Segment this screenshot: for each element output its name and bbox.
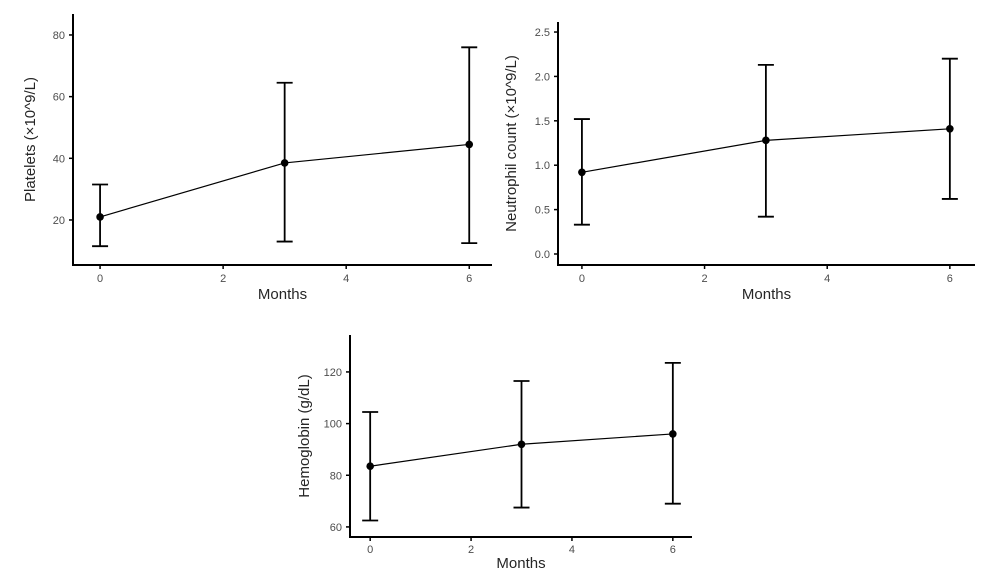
y-tick-label: 20: [53, 215, 65, 227]
y-tick-label: 2.0: [535, 71, 550, 83]
data-point: [946, 125, 954, 133]
neutrophil-y-axis-title: Neutrophil count (×10^9/L): [503, 55, 520, 232]
y-tick-label: 40: [53, 153, 65, 165]
data-point: [280, 159, 289, 167]
data-point: [366, 462, 374, 471]
y-tick-label: 2.5: [535, 27, 550, 39]
x-tick-label: 6: [466, 273, 472, 285]
data-point: [96, 213, 104, 221]
data-point: [517, 440, 526, 449]
hemoglobin-chart-panel: 60 80 100 120 0 2 4 6 Hemoglobin (g/dL) Months: [280, 300, 730, 582]
data-point: [762, 136, 770, 145]
x-tick-label: 0: [97, 273, 103, 285]
neutrophil-x-axis-title: Months: [742, 286, 791, 300]
data-point: [578, 168, 586, 177]
platelets-x-axis-title: Months: [258, 286, 307, 300]
y-tick-label: 60: [53, 92, 65, 104]
x-tick-label: 4: [569, 544, 575, 556]
y-tick-label: 1.5: [535, 116, 550, 128]
y-tick-label: 60: [330, 522, 342, 534]
x-tick-label: 2: [702, 273, 708, 285]
hemoglobin-y-axis-title: Hemoglobin (g/dL): [296, 374, 313, 497]
neutrophil-chart-panel: 0.0 0.5 1.0 1.5 2.0 2.5 0 2 4 6 Neutrophil count (…: [502, 0, 1005, 300]
platelets-chart: 20 40 60 80 0 2 4 6 Platelets (×10^9/L) Months: [22, 14, 492, 300]
platelets-y-axis-title: Platelets (×10^9/L): [22, 77, 39, 202]
x-tick-label: 0: [367, 544, 373, 556]
y-tick-label: 100: [324, 419, 342, 431]
hemoglobin-chart: 60 80 100 120 0 2 4 6 Hemoglobin (g/dL) Months: [296, 335, 692, 572]
x-tick-label: 6: [947, 273, 953, 285]
x-tick-label: 2: [220, 273, 226, 285]
y-tick-label: 80: [330, 470, 342, 482]
data-point: [669, 430, 677, 438]
data-point: [465, 140, 474, 149]
y-tick-label: 80: [53, 30, 65, 42]
x-tick-label: 4: [824, 273, 830, 285]
y-tick-label: 1.0: [535, 160, 550, 172]
x-tick-label: 4: [343, 273, 349, 285]
x-tick-label: 0: [579, 273, 585, 285]
platelets-chart-panel: 20 40 60 80 0 2 4 6 Platelets (×10^9/L) Months: [0, 0, 502, 300]
x-tick-label: 6: [670, 544, 676, 556]
y-tick-label: 0.0: [535, 249, 550, 261]
neutrophil-chart: 0.0 0.5 1.0 1.5 2.0 2.5 0 2 4 6 Neutrophil count (…: [503, 22, 975, 300]
y-tick-label: 0.5: [535, 205, 550, 217]
x-tick-label: 2: [468, 544, 474, 556]
hemoglobin-x-axis-title: Months: [496, 555, 545, 572]
y-tick-label: 120: [324, 367, 342, 379]
